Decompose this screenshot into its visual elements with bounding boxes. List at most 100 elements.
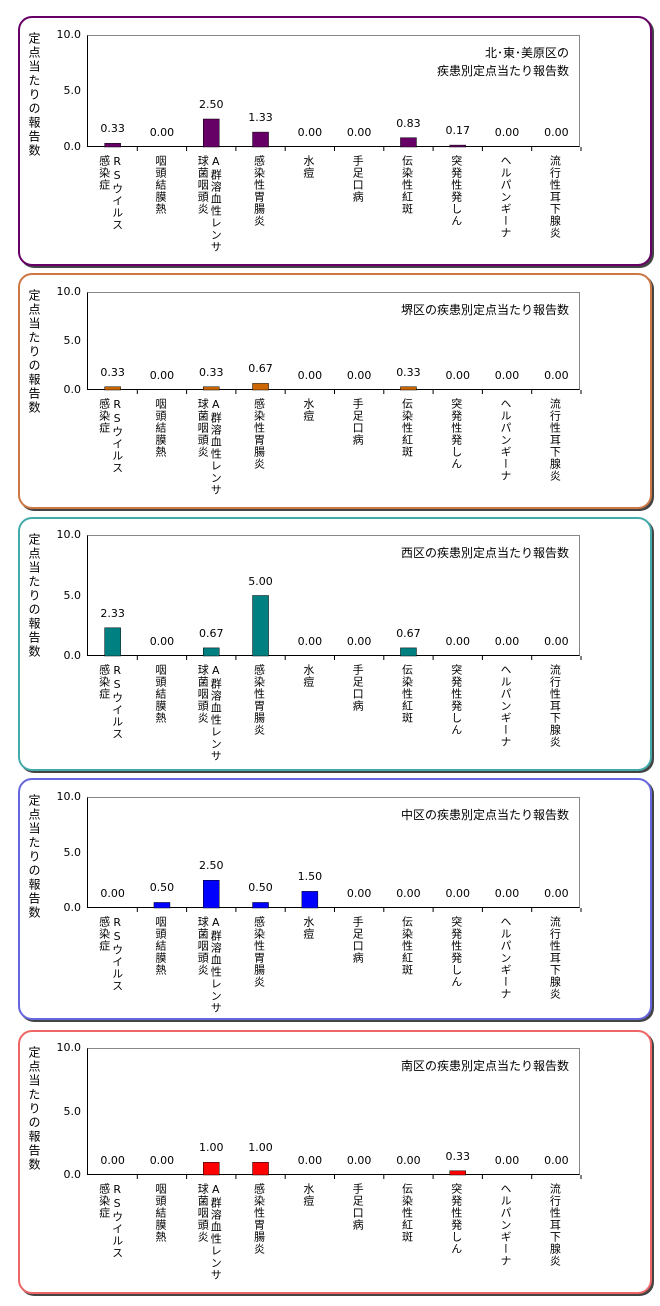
data-label: 0.00 <box>100 887 125 900</box>
x-tick-label: RSウイルス 感染症 <box>97 398 124 474</box>
plot-area: 南区の疾患別定点当たり報告数 0.00 0.00 1.00 1.00 0.00 0.00 0.… <box>87 1048 582 1179</box>
data-label: 5.00 <box>248 574 273 588</box>
y-tick-label: 10.0 <box>56 528 82 541</box>
chart-panel-4: 定点当たりの報告数 0.0 5.0 10.0 中区の疾患別定点当たり報告数 0.00 0.5… <box>18 778 652 1020</box>
data-label: 0.00 <box>346 887 372 900</box>
x-tick-label: 咽頭結膜熱 <box>153 664 167 724</box>
data-label: 0.67 <box>248 362 273 376</box>
data-label: 0.67 <box>396 626 421 640</box>
x-tick-label: 伝染性紅斑 <box>400 664 414 724</box>
data-label: 0.00 <box>494 1154 520 1167</box>
data-label: 0.00 <box>346 635 372 648</box>
chart-panel-1: 定点当たりの報告数 0.0 5.0 10.0 北･東･美原区の 疾患別定点当たり報告数 0… <box>18 16 652 266</box>
x-tick-label: RSウイルス 感染症 <box>97 1183 124 1259</box>
x-tick-label: 突発性発しん <box>449 398 463 470</box>
x-tick-label: 流行性耳下腺炎 <box>548 916 562 1000</box>
x-tick-label: 突発性発しん <box>449 664 463 736</box>
bars-svg <box>136 1162 582 1179</box>
data-label: 0.00 <box>346 369 372 382</box>
data-label: 0.50 <box>149 881 175 895</box>
data-label: 1.00 <box>248 1141 273 1155</box>
bar <box>104 386 121 391</box>
x-tick-label: RSウイルス 感染症 <box>97 916 124 992</box>
plot-area: 北･東･美原区の 疾患別定点当たり報告数 0.33 0.00 2.50 1.33 0.00… <box>87 35 582 151</box>
x-tick-label: 水痘 <box>301 916 315 940</box>
data-label: 0.00 <box>494 887 520 900</box>
bar <box>104 627 121 657</box>
data-label: 0.50 <box>248 881 273 895</box>
chart-panel-3: 定点当たりの報告数 0.0 5.0 10.0 西区の疾患別定点当たり報告数 2.33 0.0… <box>18 517 652 771</box>
x-tick-label: 感染性胃腸炎 <box>252 664 266 736</box>
x-tick-label: 伝染性紅斑 <box>400 155 414 215</box>
data-label: 0.33 <box>100 122 125 136</box>
chart-title: 中区の疾患別定点当たり報告数 <box>400 808 569 822</box>
bar <box>203 880 220 909</box>
y-tick-label: 0.0 <box>63 140 82 153</box>
data-label: 0.00 <box>544 1154 569 1167</box>
x-tick-label: 突発性発しん <box>449 916 463 988</box>
data-label: 0.00 <box>100 1154 125 1167</box>
x-tick-label: 流行性耳下腺炎 <box>548 398 562 482</box>
y-tick-label: 0.0 <box>63 1168 82 1181</box>
x-tick-label: 感染性胃腸炎 <box>252 155 266 227</box>
plot-area: 西区の疾患別定点当たり報告数 2.33 0.00 0.67 5.00 0.00 0.00 0.… <box>87 535 582 660</box>
x-tick-label: 流行性耳下腺炎 <box>548 1183 562 1267</box>
data-label: 0.00 <box>544 635 569 648</box>
data-label: 0.00 <box>297 635 323 648</box>
bar <box>104 143 121 148</box>
data-label: 0.00 <box>297 126 323 139</box>
x-tick-label: 手足口病 <box>351 398 365 446</box>
data-label: 0.00 <box>544 887 569 900</box>
bar <box>400 647 417 657</box>
x-tick-label: 伝染性紅斑 <box>400 916 414 976</box>
data-label: 0.00 <box>149 369 175 382</box>
bar <box>449 1170 466 1176</box>
data-label: 0.33 <box>445 1149 471 1163</box>
y-tick-label: 10.0 <box>56 28 82 41</box>
x-tick-label: ヘルパンギーナ <box>499 664 513 748</box>
x-tick-label: 手足口病 <box>351 1183 365 1231</box>
data-label: 0.00 <box>149 126 175 139</box>
x-tick-label: A群溶血性レンサ 球菌咽頭炎 <box>196 916 223 1014</box>
data-label: 2.50 <box>199 859 224 873</box>
x-tick-label: 感染性胃腸炎 <box>252 916 266 988</box>
x-tick-label: ヘルパンギーナ <box>499 398 513 482</box>
x-tick-label: 伝染性紅斑 <box>400 1183 414 1243</box>
x-tick-label: 手足口病 <box>351 916 365 964</box>
y-tick-label: 10.0 <box>56 1041 82 1054</box>
y-tick-label: 5.0 <box>63 84 82 97</box>
data-label: 0.00 <box>494 369 520 382</box>
x-tick-label: 水痘 <box>301 155 315 179</box>
chart-title: 南区の疾患別定点当たり報告数 <box>400 1059 569 1073</box>
bar <box>449 144 466 148</box>
y-tick-label: 0.0 <box>63 383 82 396</box>
data-label: 0.33 <box>100 365 125 379</box>
plot-area: 中区の疾患別定点当たり報告数 0.00 0.50 2.50 0.50 1.50 0.00 0.… <box>87 797 582 912</box>
data-label: 0.00 <box>297 369 323 382</box>
bar <box>400 386 417 391</box>
data-label: 1.33 <box>248 111 273 125</box>
chart-title: 西区の疾患別定点当たり報告数 <box>400 546 569 560</box>
data-label: 0.00 <box>445 635 471 648</box>
data-label: 0.00 <box>346 1154 372 1167</box>
data-label: 0.00 <box>445 369 471 382</box>
data-label: 0.00 <box>149 635 175 648</box>
bars-svg <box>136 880 582 912</box>
y-tick-label: 5.0 <box>63 588 82 602</box>
y-axis-label: 定点当たりの報告数 <box>27 794 41 920</box>
y-axis-label: 定点当たりの報告数 <box>27 32 41 158</box>
y-tick-label: 10.0 <box>56 285 82 298</box>
x-tick-label: 流行性耳下腺炎 <box>548 664 562 748</box>
x-tick-label: 咽頭結膜熱 <box>153 398 167 458</box>
x-tick-label: RSウイルス 感染症 <box>97 664 124 740</box>
x-tick-label: 水痘 <box>301 664 315 688</box>
data-label: 0.00 <box>396 1154 421 1167</box>
data-label: 0.00 <box>396 887 421 900</box>
chart-title: 堺区の疾患別定点当たり報告数 <box>400 303 569 317</box>
data-label: 0.17 <box>445 124 471 138</box>
data-label: 0.33 <box>396 365 421 379</box>
y-axis-label: 定点当たりの報告数 <box>27 289 41 415</box>
x-tick-label: 水痘 <box>301 398 315 422</box>
x-tick-label: ヘルパンギーナ <box>499 916 513 1000</box>
bar <box>203 386 220 391</box>
